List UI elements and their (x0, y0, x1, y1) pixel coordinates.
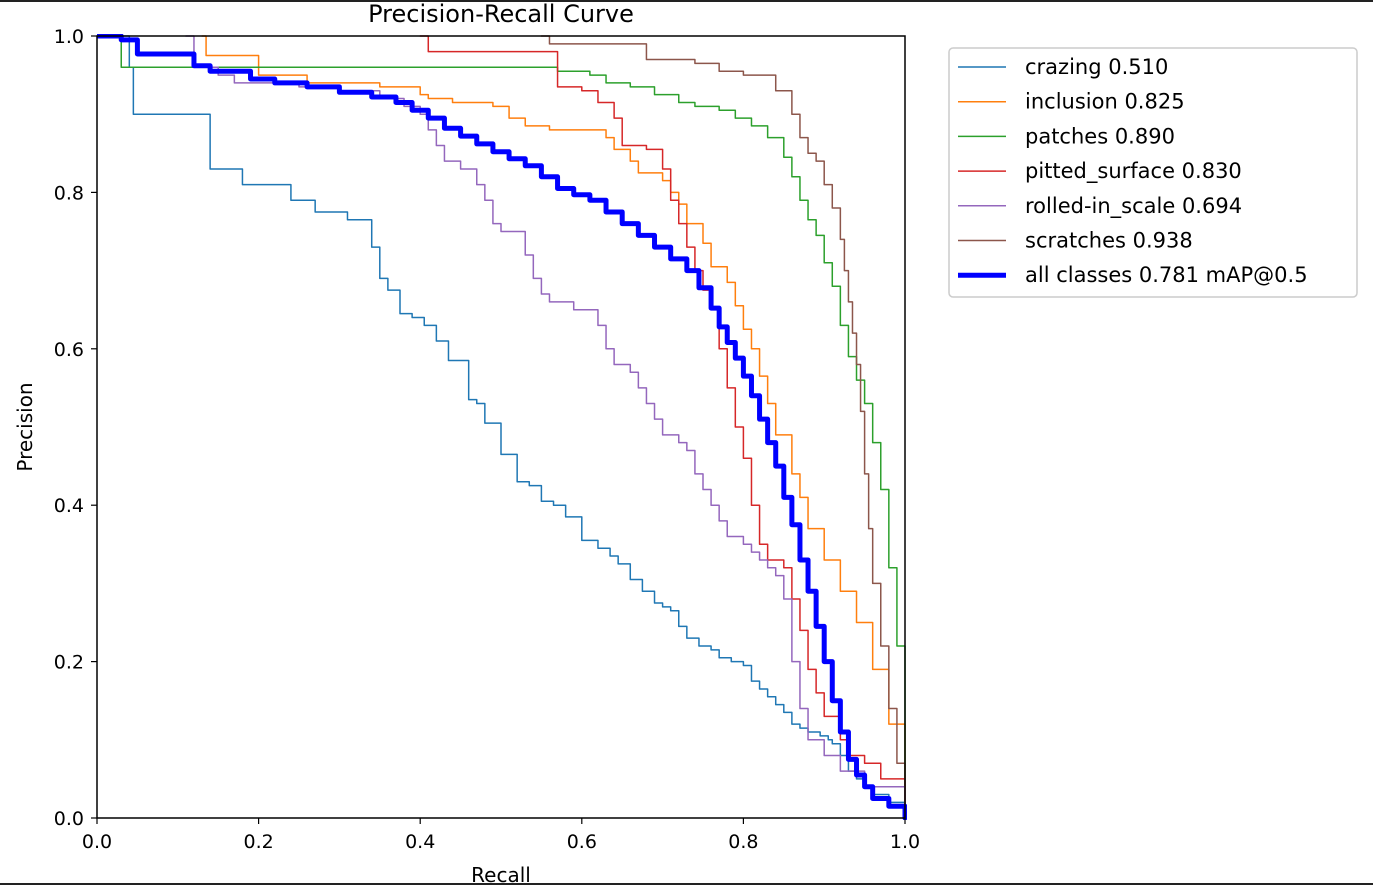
y-tick-label: 0.0 (54, 808, 84, 830)
series-layer (97, 34, 907, 820)
legend-entry-label: scratches 0.938 (1025, 229, 1193, 253)
legend-entry-label: patches 0.890 (1025, 124, 1175, 148)
legend-box (948, 47, 1358, 298)
bottom-border (0, 883, 1373, 885)
x-tick-label: 0.4 (405, 831, 435, 853)
legend-entry-label: rolled-in_scale 0.694 (1025, 194, 1242, 219)
legend-items: crazing 0.510 inclusion 0.825 patches 0.89… (958, 55, 1308, 287)
series-line-rolled-in-scale (185, 35, 906, 819)
x-tick-label: 0.6 (567, 831, 597, 853)
series-line-pitted-surface (419, 35, 906, 819)
x-axis-ticks: 0.0 0.2 0.4 0.6 0.8 1.0 (82, 818, 920, 853)
series-line-all (97, 34, 907, 820)
series-line-inclusion (201, 35, 906, 819)
plot-frame (96, 35, 906, 819)
y-axis-label: Precision (13, 382, 37, 471)
top-border (0, 0, 1373, 2)
legend: crazing 0.510 inclusion 0.825 patches 0.89… (948, 47, 1358, 298)
x-tick-label: 0.2 (243, 831, 273, 853)
chart-title: Precision-Recall Curve (368, 0, 634, 28)
x-tick-label: 1.0 (890, 831, 920, 853)
legend-entry-label: all classes 0.781 mAP@0.5 (1025, 263, 1308, 287)
x-tick-label: 0.8 (728, 831, 758, 853)
plot-area (96, 34, 907, 820)
y-tick-label: 0.4 (54, 495, 84, 517)
y-tick-label: 0.8 (54, 182, 84, 204)
series-line-scratches (540, 35, 906, 819)
legend-entry-label: pitted_surface 0.830 (1025, 159, 1242, 184)
series-line-patches (97, 35, 906, 819)
y-axis-ticks: 0.0 0.2 0.4 0.6 0.8 1.0 (54, 26, 97, 830)
x-axis-label: Recall (471, 863, 531, 885)
legend-entry-label: inclusion 0.825 (1025, 90, 1185, 114)
y-tick-label: 0.6 (54, 339, 84, 361)
y-tick-label: 1.0 (54, 26, 84, 48)
y-tick-label: 0.2 (54, 652, 84, 674)
x-tick-label: 0.0 (82, 831, 112, 853)
legend-entry-label: crazing 0.510 (1025, 55, 1168, 79)
